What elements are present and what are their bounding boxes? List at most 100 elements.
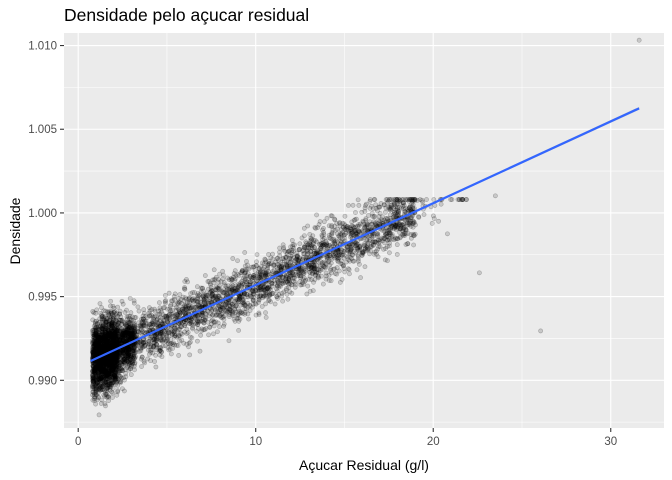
- data-point: [229, 277, 235, 283]
- data-point: [221, 321, 227, 327]
- data-point: [310, 233, 316, 239]
- data-point: [346, 228, 352, 234]
- data-point: [205, 293, 210, 298]
- data-point: [105, 354, 111, 359]
- data-point: [116, 325, 122, 330]
- data-point: [96, 377, 102, 383]
- data-point: [357, 243, 362, 249]
- data-point: [95, 366, 101, 371]
- data-point: [123, 330, 128, 336]
- data-point: [122, 360, 128, 366]
- data-point: [109, 389, 115, 395]
- data-point: [311, 245, 317, 250]
- data-point: [348, 233, 354, 239]
- data-point: [269, 283, 275, 289]
- data-point: [365, 247, 370, 253]
- data-point: [101, 362, 107, 368]
- data-point: [175, 327, 181, 333]
- y-tick-label: 0.990: [28, 375, 57, 387]
- data-point: [96, 337, 102, 342]
- data-point: [92, 346, 98, 352]
- data-point: [99, 358, 105, 363]
- data-point: [107, 344, 113, 350]
- data-point: [407, 222, 413, 228]
- data-point: [377, 239, 383, 245]
- data-point: [114, 358, 120, 364]
- data-point: [165, 338, 171, 344]
- data-point: [277, 245, 283, 251]
- data-point: [129, 347, 135, 353]
- data-point: [411, 242, 417, 248]
- data-point: [108, 369, 114, 375]
- data-point: [287, 255, 293, 261]
- data-point: [301, 281, 306, 287]
- data-point: [96, 335, 101, 341]
- data-point: [323, 276, 329, 282]
- data-point: [298, 266, 304, 272]
- data-point: [186, 344, 191, 350]
- data-point: [289, 282, 294, 288]
- data-point: [352, 227, 358, 233]
- data-point: [228, 277, 234, 283]
- data-point: [122, 326, 128, 332]
- data-point: [161, 320, 167, 326]
- data-point: [141, 320, 147, 326]
- data-point: [98, 347, 103, 353]
- data-point: [117, 373, 123, 379]
- data-point: [104, 343, 110, 348]
- data-point: [206, 332, 211, 338]
- data-point: [114, 328, 120, 334]
- data-point: [91, 310, 97, 316]
- data-point: [322, 260, 328, 266]
- data-point: [209, 318, 214, 324]
- data-point: [346, 203, 351, 208]
- data-point: [101, 308, 107, 314]
- data-point: [166, 290, 172, 296]
- data-point: [114, 378, 120, 384]
- data-point: [128, 366, 133, 372]
- data-point: [320, 242, 326, 248]
- data-point: [402, 217, 408, 223]
- x-tick-label: 20: [427, 436, 440, 448]
- data-point: [387, 232, 393, 238]
- data-point: [186, 340, 192, 346]
- data-point: [172, 333, 178, 339]
- data-point: [153, 364, 159, 370]
- data-point: [236, 327, 241, 333]
- data-point: [119, 366, 124, 372]
- data-point: [448, 197, 454, 202]
- data-point: [400, 228, 406, 234]
- data-point: [157, 331, 163, 337]
- data-point: [270, 263, 276, 269]
- data-point: [103, 356, 109, 362]
- data-point: [97, 301, 103, 307]
- data-point: [224, 304, 230, 310]
- data-point: [415, 197, 420, 203]
- data-point: [96, 362, 102, 368]
- data-point: [116, 370, 122, 376]
- data-point: [203, 296, 209, 301]
- data-point: [242, 277, 248, 283]
- data-point: [121, 346, 127, 352]
- data-point: [160, 312, 166, 317]
- data-point: [130, 350, 136, 355]
- data-point: [350, 252, 355, 258]
- data-point: [156, 308, 162, 314]
- data-point: [93, 320, 98, 326]
- data-point: [110, 355, 116, 360]
- data-point: [328, 266, 334, 272]
- data-point: [172, 331, 177, 337]
- data-point: [378, 201, 384, 206]
- data-point: [90, 341, 95, 347]
- data-point: [334, 255, 340, 261]
- data-point: [98, 378, 104, 384]
- data-point: [154, 347, 159, 353]
- data-point: [109, 321, 115, 327]
- data-point: [410, 206, 416, 212]
- data-point: [319, 273, 324, 279]
- data-point: [108, 338, 114, 344]
- data-point: [212, 306, 218, 312]
- data-point: [360, 218, 366, 224]
- data-point: [476, 270, 482, 276]
- data-point: [337, 279, 343, 285]
